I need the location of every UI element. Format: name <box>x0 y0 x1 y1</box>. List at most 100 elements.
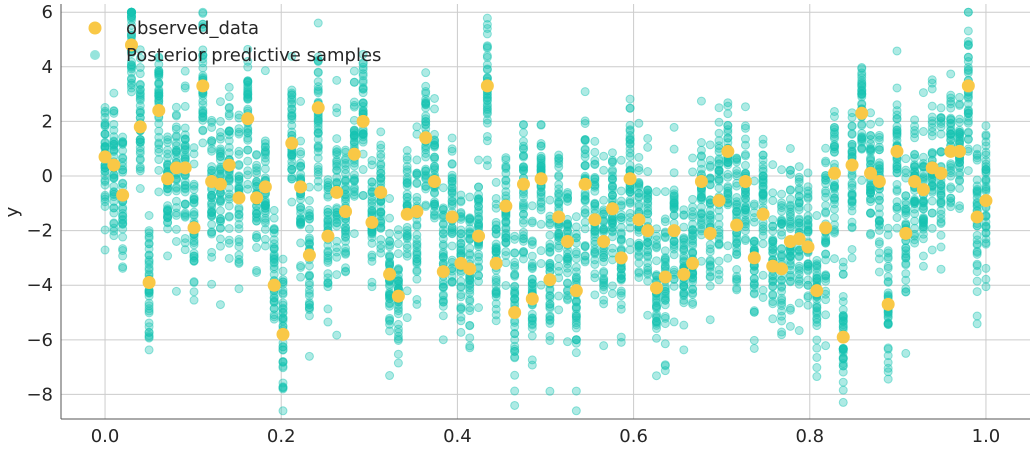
posterior-sample-point <box>510 270 520 280</box>
posterior-sample-point <box>180 140 190 150</box>
posterior-sample-point <box>260 142 270 152</box>
posterior-sample-point <box>296 202 306 212</box>
posterior-sample-point <box>332 134 342 144</box>
posterior-sample-point <box>821 188 831 198</box>
posterior-sample-point <box>972 287 982 297</box>
posterior-sample-point <box>163 204 173 214</box>
posterior-sample-point <box>215 234 225 244</box>
posterior-sample-point <box>180 200 190 210</box>
posterior-sample-point <box>260 150 270 160</box>
posterior-sample-point <box>696 209 706 219</box>
posterior-sample-point <box>126 60 136 70</box>
posterior-sample-point <box>260 201 270 211</box>
posterior-sample-point <box>777 203 787 213</box>
posterior-sample-point <box>269 304 279 314</box>
posterior-sample-point <box>118 224 128 234</box>
posterior-sample-point <box>207 193 217 203</box>
posterior-sample-point <box>118 138 128 148</box>
posterior-sample-point <box>198 45 208 55</box>
posterior-sample-point <box>927 101 937 111</box>
posterior-sample-point <box>304 271 314 281</box>
posterior-sample-point <box>465 214 475 224</box>
posterior-sample-point <box>847 108 857 118</box>
posterior-sample-point <box>963 7 973 17</box>
posterior-sample-point <box>402 313 412 323</box>
posterior-sample-point <box>260 218 270 228</box>
posterior-sample-point <box>821 270 831 280</box>
posterior-sample-point <box>243 127 253 137</box>
posterior-sample-point <box>393 349 403 359</box>
observed-data-point <box>775 262 789 276</box>
observed-data-point <box>578 177 592 191</box>
posterior-sample-point <box>234 146 244 156</box>
posterior-sample-point <box>323 175 333 185</box>
posterior-sample-point <box>625 152 635 162</box>
posterior-sample-point <box>412 178 422 188</box>
posterior-sample-point <box>278 384 288 394</box>
posterior-sample-point <box>669 210 679 220</box>
posterior-sample-point <box>163 132 173 142</box>
posterior-sample-point <box>777 330 787 340</box>
posterior-sample-point <box>135 184 145 194</box>
posterior-sample-point <box>109 231 119 241</box>
posterior-sample-point <box>723 101 733 111</box>
posterior-sample-point <box>669 197 679 207</box>
posterior-sample-point <box>456 303 466 313</box>
posterior-sample-point <box>100 175 110 185</box>
posterior-sample-point <box>946 69 956 79</box>
posterior-sample-point <box>144 226 154 236</box>
posterior-sample-point <box>287 150 297 160</box>
posterior-sample-point <box>171 138 181 148</box>
posterior-sample-point <box>955 176 965 186</box>
posterior-sample-point <box>777 295 787 305</box>
posterior-sample-point <box>643 206 653 216</box>
posterior-sample-point <box>224 201 234 211</box>
posterior-sample-point <box>171 110 181 120</box>
posterior-sample-point <box>874 267 884 277</box>
posterior-sample-point <box>135 164 145 174</box>
posterior-sample-point <box>821 207 831 217</box>
posterior-sample-point <box>927 208 937 218</box>
posterior-sample-point <box>768 188 778 198</box>
posterior-sample-point <box>634 118 644 128</box>
observed-data-point <box>614 251 628 265</box>
posterior-sample-point <box>545 386 555 396</box>
posterior-sample-point <box>660 262 670 272</box>
posterior-sample-point <box>332 330 342 340</box>
posterior-sample-point <box>118 139 128 149</box>
posterior-sample-point <box>252 166 262 176</box>
posterior-sample-point <box>163 251 173 261</box>
posterior-sample-point <box>616 304 626 314</box>
posterior-sample-point <box>109 141 119 151</box>
posterior-sample-point <box>749 335 759 345</box>
posterior-sample-point <box>465 333 475 343</box>
posterior-sample-point <box>269 213 279 223</box>
posterior-sample-point <box>304 209 314 219</box>
posterior-sample-point <box>224 126 234 136</box>
posterior-sample-point <box>180 238 190 248</box>
posterior-sample-point <box>927 223 937 233</box>
posterior-sample-point <box>981 137 991 147</box>
posterior-sample-point <box>536 151 546 161</box>
posterior-sample-point <box>189 248 199 258</box>
posterior-sample-point <box>135 90 145 100</box>
observed-data-point <box>694 174 708 188</box>
posterior-sample-point <box>829 254 839 264</box>
posterior-sample-point <box>215 223 225 233</box>
posterior-sample-point <box>189 192 199 202</box>
observed-data-point <box>810 284 824 298</box>
posterior-sample-point <box>723 253 733 263</box>
observed-data-point <box>445 210 459 224</box>
posterior-sample-point <box>438 241 448 251</box>
posterior-sample-point <box>777 165 787 175</box>
posterior-sample-point <box>590 249 600 259</box>
posterior-sample-point <box>215 147 225 157</box>
posterior-sample-point <box>224 148 234 158</box>
posterior-sample-point <box>963 166 973 176</box>
posterior-sample-point <box>215 241 225 251</box>
posterior-sample-point <box>287 51 297 61</box>
posterior-sample-point <box>313 67 323 77</box>
posterior-sample-point <box>224 126 234 136</box>
posterior-sample-point <box>838 320 848 330</box>
posterior-sample-point <box>198 126 208 136</box>
